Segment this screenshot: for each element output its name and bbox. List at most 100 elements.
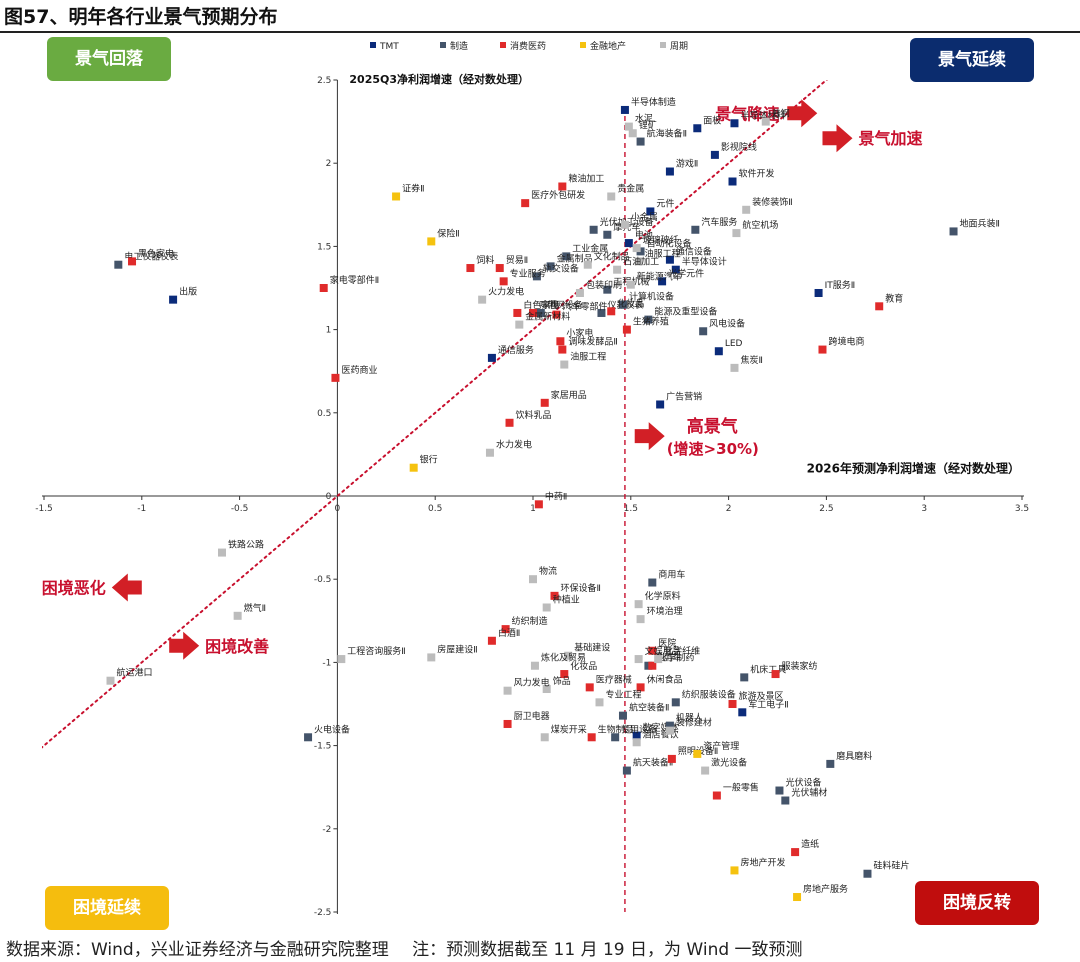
point-label: 装修建材 [676,717,712,729]
point-label: 电池 [635,229,653,241]
point-label: 炼化及贸易 [541,652,586,664]
arrow-right-icon [822,124,853,153]
data-point [558,345,567,354]
point-label: 元件 [656,197,674,209]
point-label: 跨境电商 [828,336,864,348]
point-label: 轨交设备 [543,262,579,274]
point-label: 医药商业 [341,364,377,376]
data-point [665,721,674,730]
point-label: 自动化设备 [647,237,692,249]
axes: -1.5 -1 -0.5 0 0.5 1 1.5 2 2.5 3 3.5 -2.5 -2 -1.5 -1 -0… [35,72,1029,918]
point-label: 金属制品 [557,252,593,264]
quadrant-top-right: 景气延续 [910,38,1034,82]
quadrant-bottom-right: 困境反转 [915,881,1039,925]
point-label: 饲料 [476,254,494,266]
y-tick-label: -2.5 [314,908,332,918]
point-label: 出版 [179,286,197,298]
point-label: 软件开发 [739,168,775,180]
point-label: 贸易Ⅱ [506,254,528,266]
data-point [775,786,784,795]
data-point [542,603,551,612]
point-label: 铁路公路 [228,539,264,551]
point-label: 化学原料 [645,590,681,602]
data-point [728,700,737,708]
point-label: 航空装备Ⅱ [629,702,669,714]
data-point [761,117,770,126]
data-point [331,373,340,382]
data-point [611,733,620,742]
point-label: 工程咨询服务Ⅱ [347,645,405,657]
arrow-right-icon [169,631,200,660]
data-point [636,683,645,692]
point-label: 半导体制造 [631,96,676,108]
y-tick-label: 1 [326,326,332,336]
x-tick-label: 2.5 [819,504,833,514]
point-label: 能源及重型设备 [654,306,717,318]
data-point [607,307,616,316]
point-label: 房地产服务 [803,883,848,895]
data-point [530,661,539,670]
annotation-label: 高景气 [687,416,738,437]
data-point [409,463,418,472]
point-label: 激光设备 [711,757,747,769]
data-point [495,264,504,273]
point-label: 计算机设备 [629,291,674,303]
data-point [671,265,680,274]
point-label: 一般零售 [723,782,759,794]
data-point [622,766,631,775]
point-label: 化学制药 [658,652,694,664]
point-label: 新能源汽车 [637,271,682,283]
point-label: 休闲食品 [647,673,683,685]
annotation-label-2: (增速>30%) [667,440,759,458]
data-point [114,260,123,269]
data-point [485,448,494,457]
quadrant-top-left: 景气回落 [47,37,171,81]
data-point [233,611,242,620]
point-label: 环保设备Ⅱ [561,582,601,594]
data-point [740,673,749,682]
legend-label: 制造 [450,40,468,52]
data-point [562,252,571,261]
y-tick-label: -1 [322,658,331,668]
data-point [665,255,674,264]
data-point [671,698,680,707]
data-point [742,205,751,214]
data-point [540,398,549,407]
x-tick-label: 3 [921,504,927,514]
point-label: 生物制品 [598,723,634,735]
annotation-label: 困境改善 [205,637,269,656]
legend-label: 消费医药 [510,40,546,52]
point-label: 工业金属 [572,242,608,254]
point-label: 文化制品 [594,251,630,263]
y-tick-label: 1.5 [317,242,331,252]
legend-swatch [370,42,376,48]
legend-swatch [500,42,506,48]
point-label: 磨具磨料 [836,750,872,762]
data-point [624,122,633,131]
data-point [793,893,802,902]
data-point [536,308,545,317]
y-tick-label: -2 [322,825,331,835]
point-label: 电网设备 [547,299,583,311]
point-label: 机器人 [676,712,703,724]
arrow-high: 高景气 (增速>30%) [634,416,759,458]
data-point [691,225,700,234]
data-point [818,345,827,354]
y-tick-label: 2.5 [317,76,331,86]
point-label: 半导体设计 [682,256,727,268]
point-label: 火电设备 [314,723,350,735]
data-point [505,418,514,427]
data-point [560,360,569,369]
data-point [427,653,436,662]
data-point [556,337,565,346]
y-tick-label: -1.5 [314,742,332,752]
point-label: 啤酒 [539,299,557,311]
point-label: 航运港口 [117,667,153,679]
data-point [622,325,631,334]
point-label: 风电设备 [709,317,745,329]
data-point [618,711,627,720]
data-point [620,105,629,114]
data-point [699,327,708,336]
data-point [624,239,633,248]
